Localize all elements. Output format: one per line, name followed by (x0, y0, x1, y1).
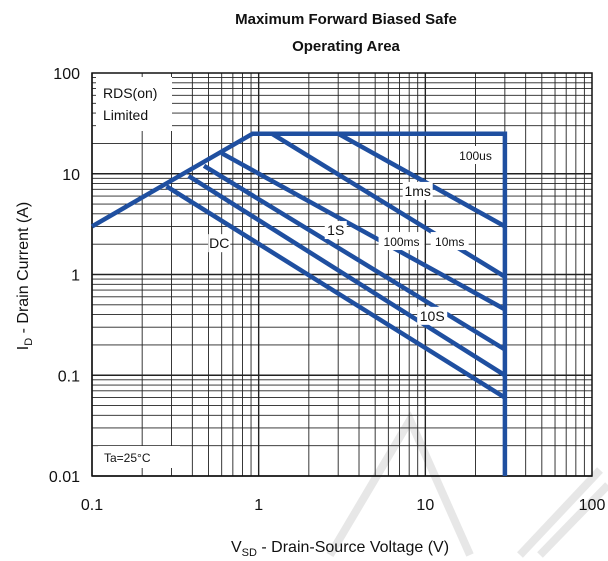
x-axis-label-rest: - Drain-Source Voltage (V) (257, 539, 449, 556)
series-label-dc: DC (209, 235, 229, 251)
series-line-1s (202, 163, 507, 352)
series-label-10ms: 10ms (435, 235, 464, 249)
series-label-bg (324, 221, 347, 240)
series-lines (90, 131, 508, 476)
rds-annotation-box: RDS(on) Limited (96, 77, 172, 131)
x-axis-label-main: V (231, 539, 242, 556)
series-line-dc (165, 184, 507, 400)
series-label-bg (402, 181, 433, 200)
x-axis-label-sub: SD (242, 547, 257, 559)
rds-label-line1: RDS(on) (103, 85, 157, 101)
y-axis-label: ID - Drain Current (A) (15, 202, 35, 350)
chart-title-line1: Maximum Forward Biased Safe (235, 11, 457, 28)
series-line-10ms (270, 131, 507, 279)
y-axis-label-sub: D (23, 338, 35, 346)
series-line-1ms (337, 131, 506, 229)
series-label-bg (378, 232, 425, 251)
y-axis-label-rest: - Drain Current (A) (15, 202, 32, 338)
y-tick-label: 100 (53, 66, 80, 83)
series-label-bg (208, 234, 231, 253)
rds-label-line2: Limited (103, 107, 148, 123)
series-line-100ms (220, 151, 506, 312)
x-ticks: 0.1 1 10 100 (81, 497, 606, 514)
temp-annotation-box: Ta=25°C (98, 446, 180, 468)
temp-label: Ta=25°C (104, 451, 151, 465)
chart-title-line2: Operating Area (292, 38, 400, 55)
series-label-1ms: 1ms (404, 183, 430, 199)
series-label-bg (452, 146, 499, 165)
x-axis-label: VSD - Drain-Source Voltage (V) (231, 539, 449, 559)
y-tick-label: 0.01 (49, 469, 80, 486)
x-tick-label: 10 (416, 497, 434, 514)
series-label-100ms: 100ms (384, 235, 420, 249)
series-label-1s: 1S (327, 222, 344, 238)
x-tick-label: 1 (254, 497, 263, 514)
y-axis-label-main: I (15, 346, 32, 350)
series-label-10s: 10S (420, 308, 445, 324)
series-labels: 100us 1ms 10ms 100ms 1S DC 10S (208, 146, 499, 325)
plot-frame (91, 72, 593, 477)
watermark (326, 411, 608, 558)
grid (91, 73, 592, 477)
x-tick-label: 100 (579, 497, 606, 514)
y-tick-label: 1 (71, 268, 80, 285)
series-label-bg (417, 306, 448, 325)
series-label-100us: 100us (459, 149, 492, 163)
x-tick-label: 0.1 (81, 497, 103, 514)
series-label-bg (430, 232, 469, 251)
y-tick-label: 0.1 (58, 368, 80, 385)
series-line-100us (90, 131, 508, 476)
y-ticks: 0.01 0.1 1 10 100 (49, 66, 80, 486)
y-tick-label: 10 (62, 167, 80, 184)
series-line-10s (187, 174, 507, 378)
